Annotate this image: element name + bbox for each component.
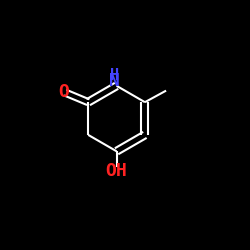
Text: H: H (110, 68, 119, 83)
Text: N: N (109, 72, 120, 90)
Text: OH: OH (106, 162, 128, 180)
Text: O: O (58, 82, 69, 100)
